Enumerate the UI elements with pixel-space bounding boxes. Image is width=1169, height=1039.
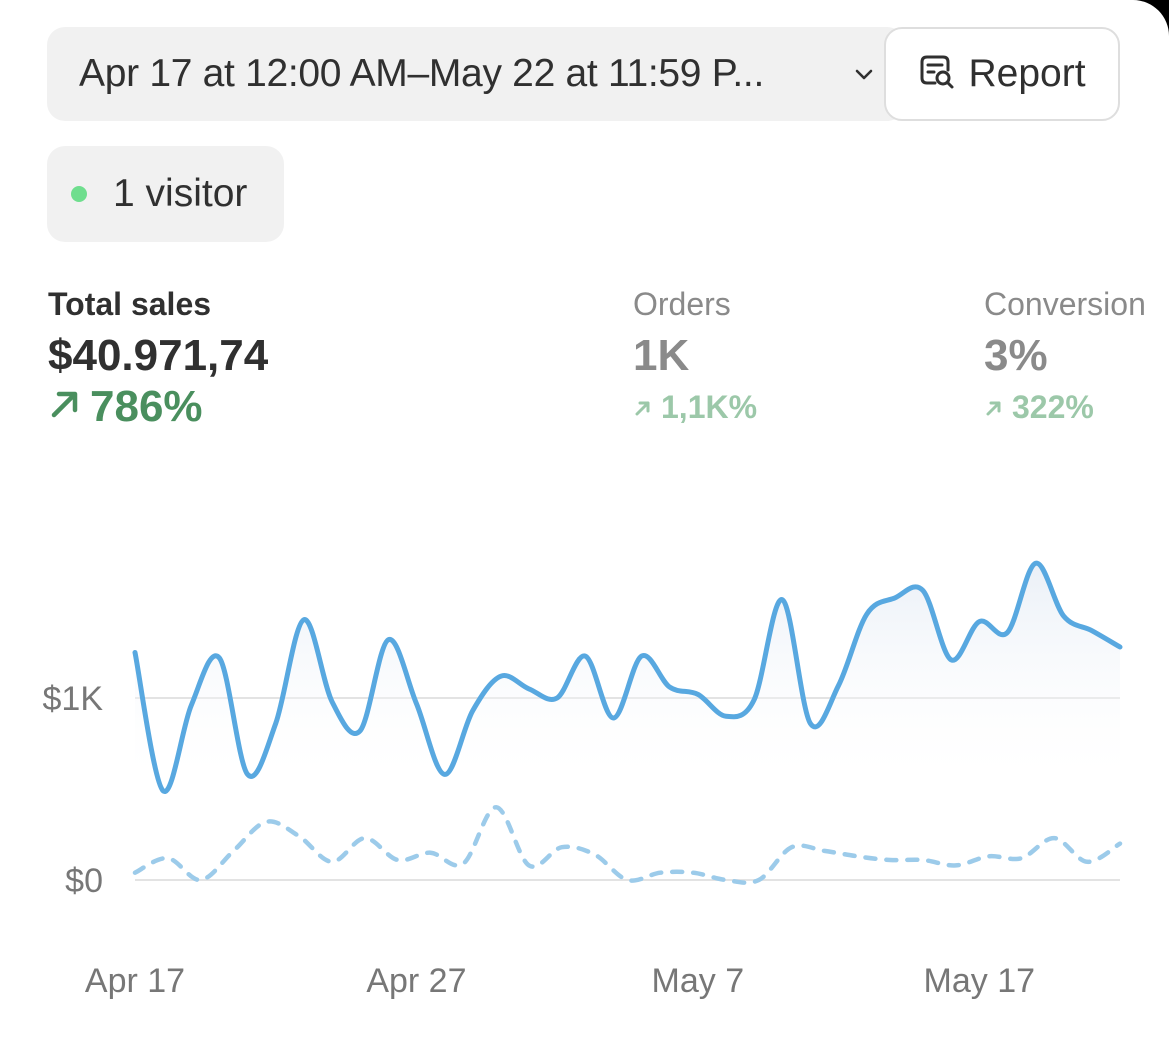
metric-label: Conversion: [984, 286, 1146, 322]
sales-line-chart: $0 $1K Apr 17 Apr 27 May 7 May 17: [43, 560, 1123, 1000]
chevron-down-icon: [849, 59, 879, 89]
date-range-picker[interactable]: Apr 17 at 12:00 AM–May 22 at 11:59 P...: [47, 27, 905, 121]
metric-value: 3%: [984, 331, 1048, 380]
metric-label: Total sales: [48, 286, 212, 322]
metric-change: 786%: [48, 384, 268, 430]
live-status-dot: [71, 186, 87, 202]
metric-label: Orders: [633, 286, 731, 322]
y-tick-label: $0: [65, 862, 103, 900]
metric-conversion[interactable]: Conversion 3% 322%: [984, 282, 1146, 430]
metric-change-value: 786%: [90, 382, 203, 431]
metric-value: 1K: [633, 331, 690, 380]
x-tick-label: May 17: [924, 962, 1036, 1000]
arrow-up-right-icon: [633, 384, 653, 430]
metric-change-value: 322%: [1012, 389, 1094, 425]
arrow-up-right-icon: [984, 384, 1004, 430]
metric-value: $40.971,74: [48, 331, 269, 380]
sales-area-fill: [135, 563, 1120, 792]
metric-total-sales[interactable]: Total sales $40.971,74 786%: [48, 282, 268, 430]
visitor-count: 1 visitor: [113, 172, 248, 215]
x-tick-label: Apr 17: [85, 962, 185, 1000]
date-range-text: Apr 17 at 12:00 AM–May 22 at 11:59 P...: [79, 52, 764, 95]
series-line-current: [132, 560, 1123, 794]
metric-orders[interactable]: Orders 1K 1,1K%: [633, 282, 757, 430]
series-line-comparison: [132, 804, 1123, 885]
metric-change: 322%: [984, 384, 1146, 430]
metric-change: 1,1K%: [633, 384, 757, 430]
x-tick-label: Apr 27: [366, 962, 466, 1000]
live-visitors-badge[interactable]: 1 visitor: [47, 146, 284, 242]
y-tick-label: $1K: [43, 680, 104, 718]
report-label: Report: [968, 52, 1086, 95]
report-search-icon: [918, 53, 956, 96]
arrow-up-right-icon: [48, 384, 82, 430]
metric-change-value: 1,1K%: [661, 389, 758, 425]
report-button[interactable]: Report: [884, 27, 1120, 121]
x-tick-label: May 7: [652, 962, 745, 1000]
